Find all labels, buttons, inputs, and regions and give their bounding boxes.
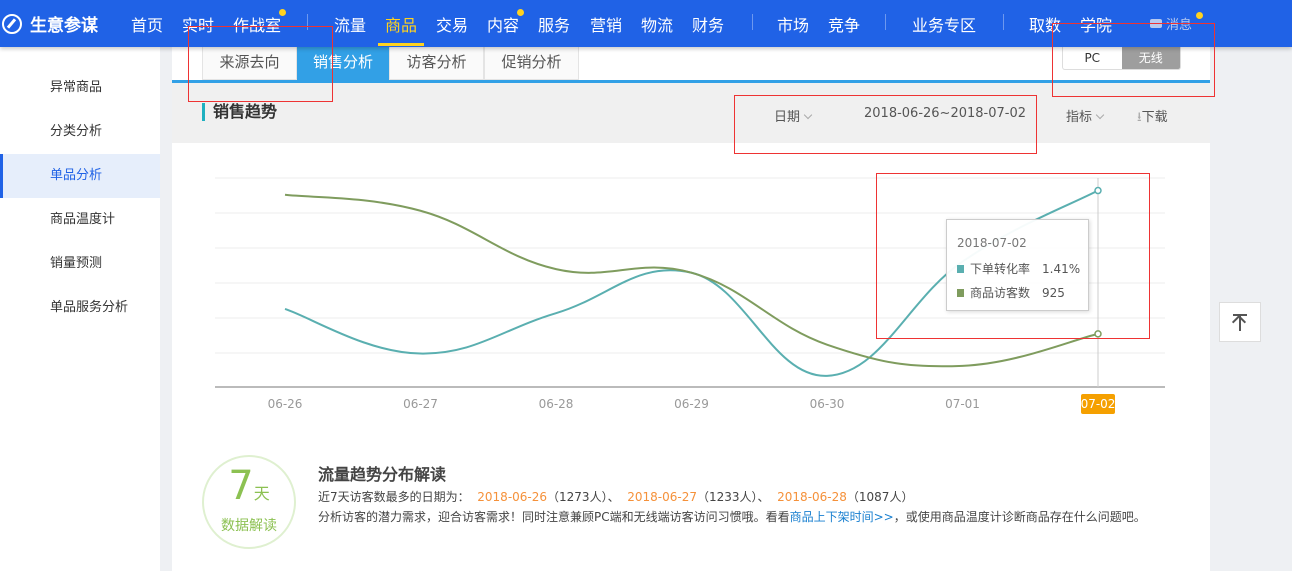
- section-header: 销售趋势 日期 2018-06-26~2018-07-02 指标 ⭳下载: [172, 83, 1210, 143]
- nav-product[interactable]: 商品: [377, 12, 425, 46]
- notification-dot: [517, 9, 525, 16]
- nav-trade[interactable]: 交易: [436, 16, 469, 35]
- sidebar-item-abnormal[interactable]: 异常商品: [50, 80, 103, 95]
- notification-dot: [279, 9, 287, 16]
- back-to-top-button[interactable]: [1219, 302, 1261, 342]
- x-tick-label: 06-26: [268, 397, 303, 411]
- x-tick-label: 06-27: [403, 397, 438, 411]
- chart-tooltip: 2018-07-02 下单转化率 1.41% 商品访客数 925: [946, 219, 1089, 311]
- nav-service[interactable]: 服务: [538, 16, 571, 35]
- x-tick-label: 06-29: [674, 397, 709, 411]
- nav-realtime[interactable]: 实时: [182, 16, 215, 35]
- nav-traffic[interactable]: 流量: [334, 16, 367, 35]
- nav-marketing[interactable]: 营销: [590, 16, 623, 35]
- logo[interactable]: 生意参谋: [2, 11, 98, 36]
- tab-sales[interactable]: 销售分析: [297, 47, 389, 80]
- nav-war-room[interactable]: 作战室: [233, 9, 287, 36]
- device-toggle: PC 无线: [1062, 47, 1181, 70]
- compass-icon: [2, 13, 22, 34]
- nav-competition[interactable]: 竞争: [828, 16, 861, 35]
- app-title: 生意参谋: [30, 16, 98, 36]
- sidebar-item-single-product[interactable]: 单品分析: [0, 154, 160, 198]
- data-point: [1094, 330, 1102, 338]
- nav-finance[interactable]: 财务: [692, 16, 725, 35]
- envelope-icon: [1150, 19, 1162, 28]
- arrow-up-icon: [1231, 314, 1247, 330]
- metrics-dropdown[interactable]: 指标: [1066, 106, 1105, 125]
- sidebar: 异常商品 分类分析 单品分析 商品温度计 销量预测 单品服务分析: [0, 47, 160, 571]
- download-button[interactable]: ⭳下载: [1137, 110, 1168, 125]
- toggle-wireless[interactable]: 无线: [1121, 47, 1180, 69]
- sidebar-item-category[interactable]: 分类分析: [50, 124, 103, 139]
- x-tick-label: 06-30: [810, 397, 845, 411]
- insight-title: 流量趋势分布解读: [318, 465, 447, 484]
- nav-home[interactable]: 首页: [131, 16, 164, 35]
- nav-data-fetch[interactable]: 取数: [1029, 16, 1062, 35]
- x-tick-label: 07-02: [1081, 397, 1116, 411]
- insight-top-dates: 近7天访客数最多的日期为： 2018-06-26（1273人）、 2018-06…: [318, 490, 914, 504]
- date-range[interactable]: 2018-06-26~2018-07-02: [864, 106, 1026, 121]
- tab-source[interactable]: 来源去向: [202, 47, 297, 80]
- messages-button[interactable]: 消息: [1150, 12, 1204, 33]
- top-nav: 生意参谋 首页 实时 作战室 流量 商品 交易 内容 服务 营销 物流 财务 市…: [0, 0, 1292, 47]
- sidebar-item-forecast[interactable]: 销量预测: [50, 256, 103, 271]
- nav-content[interactable]: 内容: [487, 9, 525, 36]
- data-point: [1094, 186, 1102, 195]
- nav-business-zone[interactable]: 业务专区: [912, 16, 977, 35]
- date-dropdown[interactable]: 日期: [774, 106, 813, 125]
- sidebar-item-thermometer[interactable]: 商品温度计: [50, 212, 116, 227]
- insight-badge: 7天 数据解读: [202, 455, 296, 549]
- nav-logistics[interactable]: 物流: [641, 16, 674, 35]
- series-line: [284, 193, 1099, 368]
- tooltip-date: 2018-07-02: [957, 236, 1027, 250]
- nav-market[interactable]: 市场: [777, 16, 810, 35]
- download-icon: ⭳: [1137, 110, 1142, 125]
- sales-trend-chart: 06-26 06-27 06-28 06-29 06-30 07-01 07-02: [215, 177, 1165, 414]
- x-tick-label: 07-01: [945, 397, 980, 411]
- tab-bar: 来源去向 销售分析 访客分析 促销分析: [202, 47, 579, 80]
- tooltip-row: 商品访客数 925: [957, 284, 1065, 301]
- section-title: 销售趋势: [202, 103, 277, 121]
- nav-academy[interactable]: 学院: [1080, 16, 1113, 35]
- notification-dot: [1196, 12, 1204, 19]
- x-tick-highlight: [1081, 394, 1115, 414]
- tab-visitors[interactable]: 访客分析: [389, 47, 484, 80]
- sidebar-item-service[interactable]: 单品服务分析: [50, 300, 129, 315]
- listing-time-link[interactable]: 商品上下架时间>>: [789, 510, 894, 524]
- x-tick-label: 06-28: [539, 397, 574, 411]
- tooltip-row: 下单转化率 1.41%: [957, 260, 1080, 277]
- insight-advice: 分析访客的潜力需求，迎合访客需求！同时注意兼顾PC端和无线端访客访问习惯哦。看看…: [318, 510, 1146, 524]
- tab-promotion[interactable]: 促销分析: [484, 47, 579, 80]
- toggle-pc[interactable]: PC: [1084, 51, 1101, 65]
